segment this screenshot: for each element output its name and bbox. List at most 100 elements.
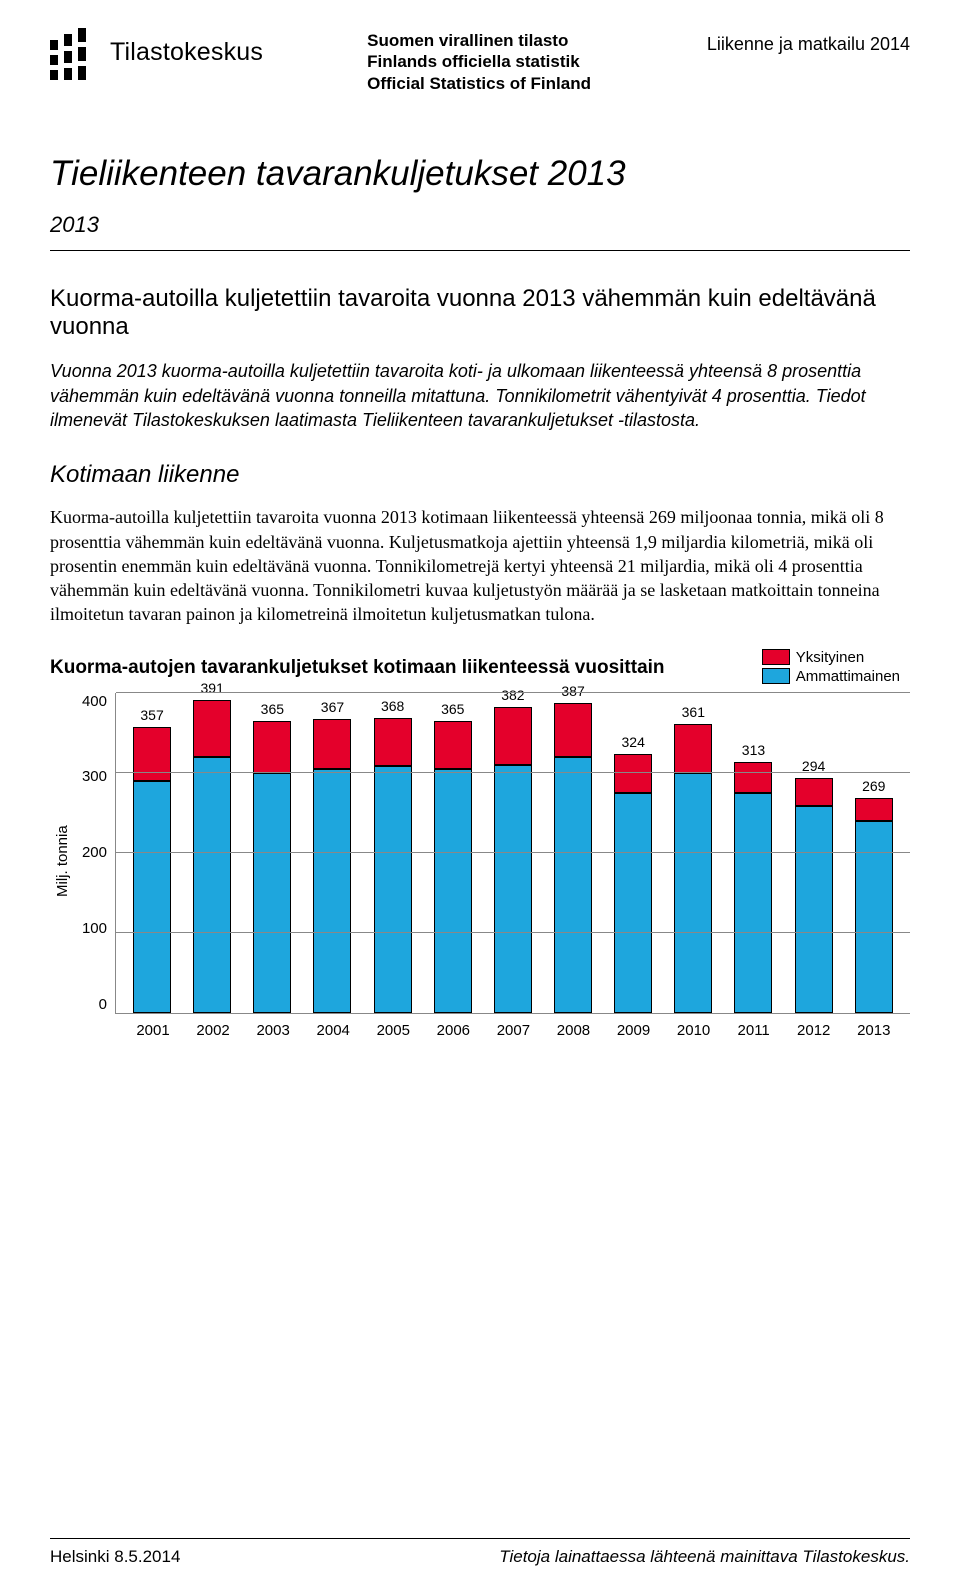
chart-plot: YksityinenAmmattimainen 3573913653673683… [115,693,910,1014]
bar-seg-yksityinen [855,798,893,821]
bar-seg-yksityinen [674,724,712,773]
bar-total-label: 367 [321,699,344,715]
xtick-label: 2002 [194,1022,232,1039]
bar-seg-yksityinen [795,778,833,807]
title-rule [50,250,910,251]
bar-group: 324 [614,754,652,1013]
chart-bars: 357 391 365 367 368 365 382 387 324 361 313 294 269 [116,693,910,1013]
bar-total-label: 382 [501,687,524,703]
bar-seg-ammattimainen [614,793,652,1013]
chart-legend: Yksityinen Ammattimainen [762,647,900,687]
intro-paragraph: Vuonna 2013 kuorma-autoilla kuljetettiin… [50,359,910,433]
bar-seg-ammattimainen [554,757,592,1013]
bar-group: 382 [494,707,532,1013]
bar-group: 294 [795,778,833,1013]
category-label: Liikenne ja matkailu 2014 [707,30,910,55]
bar-seg-ammattimainen [253,773,291,1013]
xtick-label: 2009 [615,1022,653,1039]
subtitle: Kuorma-autoilla kuljetettiin tavaroita v… [50,285,910,341]
xtick-label: 2001 [134,1022,172,1039]
gridline [116,932,910,933]
xtick-label: 2004 [314,1022,352,1039]
bar-total-label: 391 [201,680,224,696]
bar-seg-ammattimainen [674,773,712,1013]
bar-seg-ammattimainen [795,806,833,1012]
ytick-label: 300 [75,768,107,785]
bar-seg-ammattimainen [734,793,772,1013]
bar-seg-ammattimainen [855,821,893,1013]
legend-swatch [762,649,790,665]
chart-area: 0100200300400 YksityinenAmmattimainen 35… [75,693,910,1039]
gridline [116,852,910,853]
chart-xaxis: 2001200220032004200520062007200820092010… [75,1014,910,1039]
bar-group: 361 [674,724,712,1013]
bar-group: 368 [374,718,412,1012]
bar-seg-ammattimainen [494,765,532,1013]
page: Tilastokeskus Suomen virallinen tilasto … [0,0,960,1585]
year-label: 2013 [50,212,910,238]
body-paragraph-1: Kuorma-autoilla kuljetettiin tavaroita v… [50,505,910,626]
ytick-label: 400 [75,693,107,710]
xtick-label: 2006 [434,1022,472,1039]
official-line-1: Suomen virallinen tilasto [367,31,568,50]
chart-plot-row: 0100200300400 YksityinenAmmattimainen 35… [75,693,910,1014]
bar-total-label: 269 [862,778,885,794]
bar-seg-yksityinen [374,718,412,766]
section-heading: Kotimaan liikenne [50,461,910,489]
legend-label: Yksityinen [796,649,864,666]
bar-total-label: 324 [622,734,645,750]
footer-right: Tietoja lainattaessa lähteenä mainittava… [499,1547,910,1567]
official-line-2: Finlands officiella statistik [367,52,580,71]
bar-group: 367 [313,719,351,1013]
page-footer: Helsinki 8.5.2014 Tietoja lainattaessa l… [50,1538,910,1567]
gridline [116,772,910,773]
bar-seg-yksityinen [193,700,231,757]
bar-total-label: 365 [441,701,464,717]
bar-group: 313 [734,762,772,1012]
legend-item: Ammattimainen [762,668,900,685]
bar-seg-yksityinen [554,703,592,757]
bar-group: 357 [133,727,171,1013]
chart-container: Milj. tonnia 0100200300400 YksityinenAmm… [50,693,910,1039]
bar-seg-ammattimainen [193,757,231,1013]
ytick-label: 100 [75,920,107,937]
chart-yaxis: 0 100 200 300 400 [75,693,115,1013]
official-line-3: Official Statistics of Finland [367,74,591,93]
bar-group: 391 [193,700,231,1013]
page-title: Tieliikenteen tavarankuljetukset 2013 [50,154,910,194]
xtick-label: 2012 [795,1022,833,1039]
xtick-label: 2011 [735,1022,773,1039]
bar-total-label: 361 [682,704,705,720]
official-stat-labels: Suomen virallinen tilasto Finlands offic… [367,30,591,94]
bar-seg-yksityinen [313,719,351,769]
bar-group: 365 [253,721,291,1013]
bar-seg-yksityinen [494,707,532,765]
legend-label: Ammattimainen [796,668,900,685]
xtick-label: 2003 [254,1022,292,1039]
xtick-label: 2008 [554,1022,592,1039]
bar-total-label: 357 [140,707,163,723]
gridline [116,692,910,693]
brand-name: Tilastokeskus [110,30,263,67]
ytick-label: 0 [75,996,107,1013]
bar-seg-ammattimainen [313,769,351,1013]
bar-total-label: 368 [381,698,404,714]
xtick-label: 2005 [374,1022,412,1039]
logo-icon [50,30,96,80]
xtick-label: 2010 [675,1022,713,1039]
bar-seg-ammattimainen [374,766,412,1012]
bar-group: 269 [855,798,893,1013]
bar-seg-ammattimainen [434,769,472,1013]
bar-seg-yksityinen [434,721,472,769]
ytick-label: 200 [75,844,107,861]
bar-seg-yksityinen [734,762,772,792]
bar-group: 387 [554,703,592,1013]
header-left: Tilastokeskus Suomen virallinen tilasto … [50,30,591,94]
bar-seg-yksityinen [614,754,652,793]
xtick-label: 2013 [855,1022,893,1039]
bar-group: 365 [434,721,472,1013]
bar-total-label: 313 [742,742,765,758]
chart-ylabel: Milj. tonnia [50,693,75,1039]
bar-seg-yksityinen [253,721,291,773]
footer-left: Helsinki 8.5.2014 [50,1547,180,1567]
